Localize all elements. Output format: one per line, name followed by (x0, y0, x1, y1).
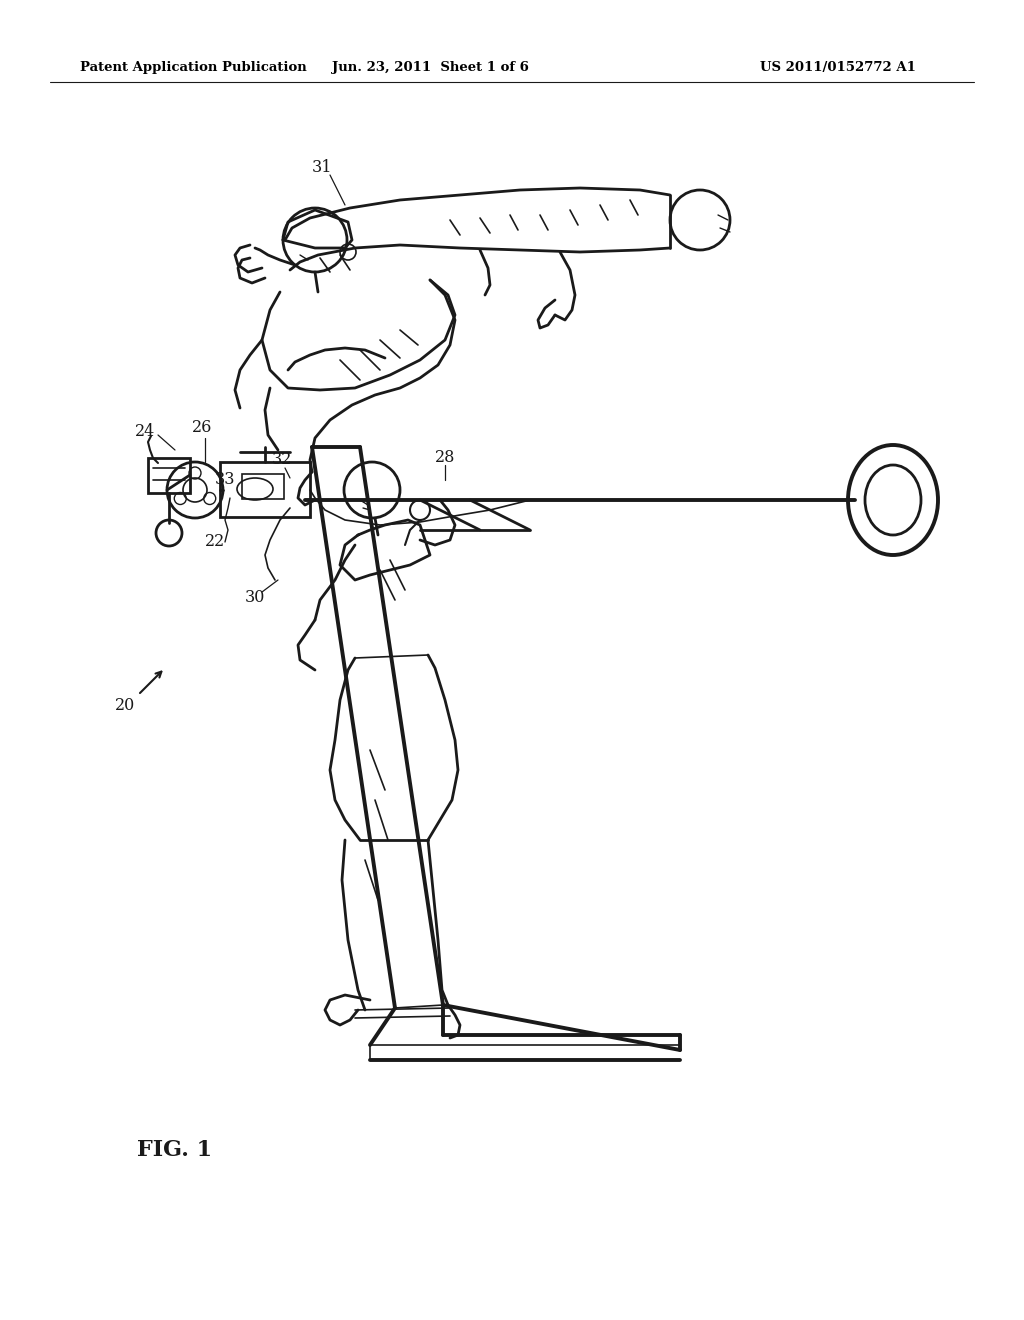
Bar (148, 458, 190, 492)
Text: FIG. 1: FIG. 1 (137, 1139, 213, 1162)
Text: US 2011/0152772 A1: US 2011/0152772 A1 (760, 62, 915, 74)
Bar (220, 462, 310, 517)
Text: 33: 33 (215, 471, 236, 488)
Text: 26: 26 (191, 420, 212, 437)
Text: 31: 31 (311, 160, 332, 177)
Text: Patent Application Publication: Patent Application Publication (80, 62, 307, 74)
Text: 24: 24 (135, 424, 155, 441)
Text: 30: 30 (245, 590, 265, 606)
Text: 20: 20 (115, 697, 135, 714)
Text: 28: 28 (435, 450, 456, 466)
Text: 32: 32 (271, 451, 292, 469)
Text: 22: 22 (205, 533, 225, 550)
Bar (242, 474, 284, 499)
Text: Jun. 23, 2011  Sheet 1 of 6: Jun. 23, 2011 Sheet 1 of 6 (332, 62, 528, 74)
